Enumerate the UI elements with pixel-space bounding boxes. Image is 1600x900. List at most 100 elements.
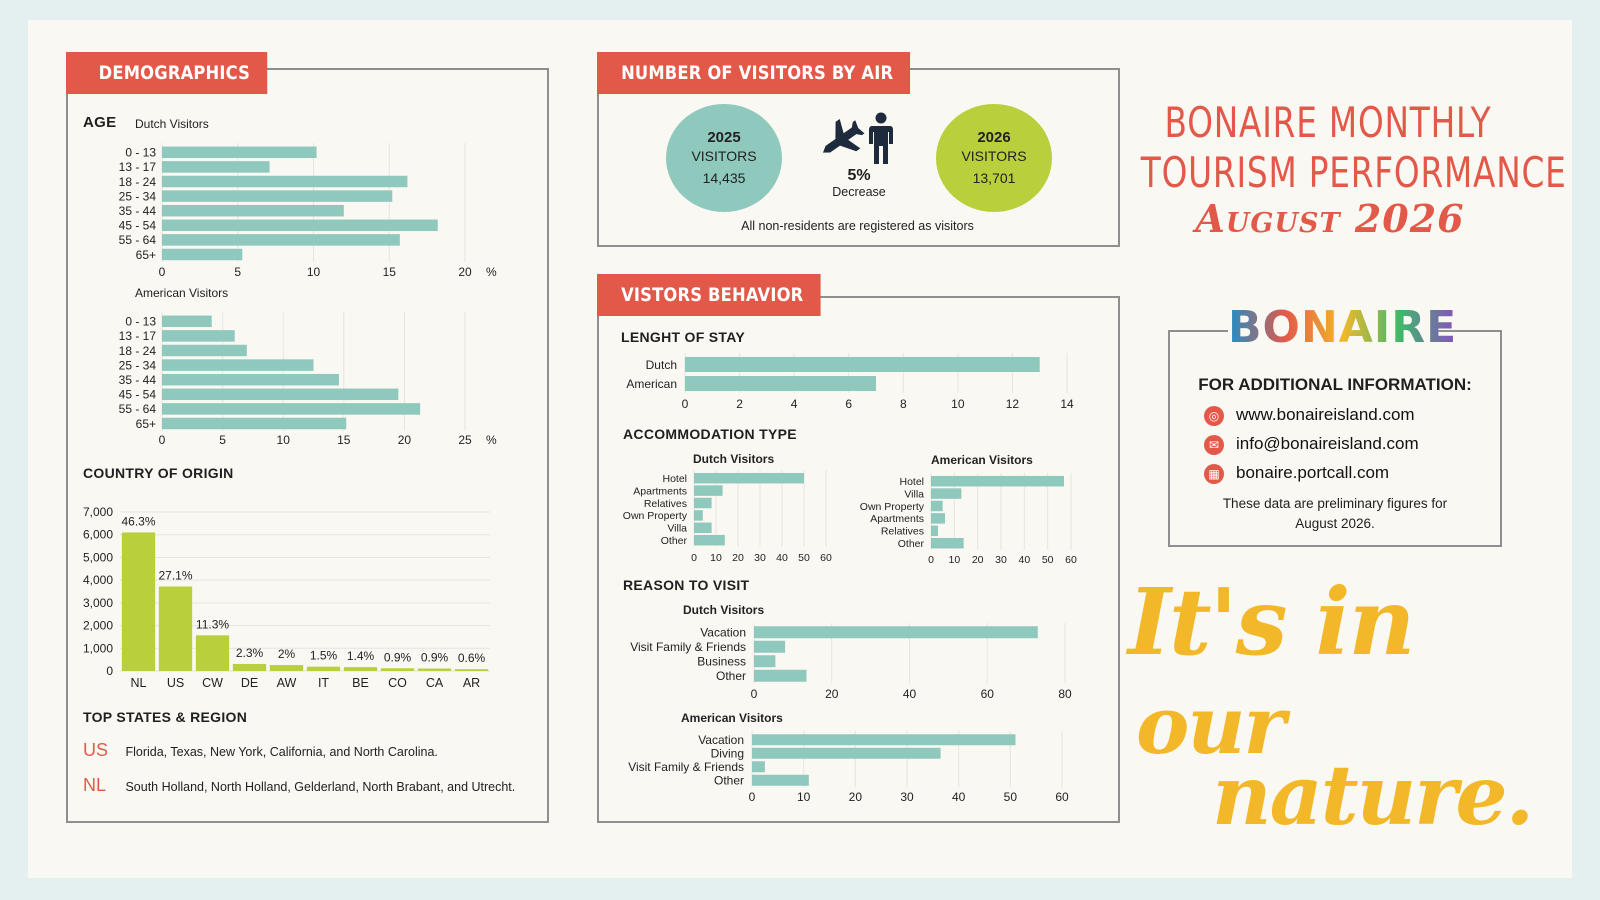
category-label: Vacation [700,626,746,640]
reason-chart-american: 0 10 20 30 40 50 60 American Visitors VacationDi… [628,711,1069,804]
x-tick-label: 10 [277,433,291,447]
bar [162,315,212,328]
y-tick-label: 3,000 [83,596,113,610]
change-label: Decrease [832,185,886,199]
category-label: 35 - 44 [119,373,157,387]
data-label: 1.4% [347,649,375,663]
bar [454,669,489,671]
contact-portal-row[interactable]: ▦ bonaire.portcall.com [1204,463,1390,484]
contact-website-row[interactable]: ◎ www.bonaireisland.com [1204,405,1415,426]
origin-heading: COUNTRY OF ORIGIN [83,465,234,481]
mail-icon: ✉ [1204,435,1224,455]
data-label: 0.9% [421,651,449,665]
bar [162,344,247,357]
data-label: 2.3% [236,646,264,660]
bar [931,488,962,499]
data-label: 0.6% [458,651,486,665]
x-tick-label: 0 [691,552,697,564]
category-label: Business [697,655,746,669]
x-tick-label: 60 [981,687,995,701]
category-label: Hotel [662,473,687,485]
category-label: Own Property [860,501,925,513]
x-tick-label: 60 [1055,790,1069,804]
category-label: 55 - 64 [119,233,157,247]
reason-heading: REASON TO VISIT [623,577,750,593]
x-tick-label: 0 [749,790,756,804]
x-tick-label: 30 [754,552,766,564]
bar [752,747,941,759]
visitors-2026-circle: 2026 VISITORS 13,701 [936,104,1052,212]
x-tick-label: 50 [1004,790,1018,804]
bar [162,388,399,401]
chart-title: Dutch Visitors [135,117,209,131]
contact-email-row[interactable]: ✉ info@bonaireisland.com [1204,434,1419,455]
demographics-tag: DEMOGRAPHICS [66,52,268,94]
category-label: Apartments [633,485,687,497]
category-label: 45 - 54 [119,219,157,233]
brand-logo-text: BONAIRE [1228,302,1458,353]
states-code-us: US [83,740,109,760]
x-tick-label: 30 [995,554,1007,566]
globe-icon: ◎ [1204,406,1224,426]
x-tick-label: 10 [797,790,811,804]
visitors-behavior-tag: VISTORS BEHAVIOR [597,274,821,316]
x-tick-label: 25 [458,433,472,447]
contact-portal[interactable]: bonaire.portcall.com [1236,463,1390,482]
category-label: Other [898,538,925,550]
bar [232,663,267,671]
visitors-2025-year: 2025 [707,129,741,146]
category-label: CA [426,676,444,690]
bar [754,626,1038,639]
bar [931,525,938,537]
x-tick-label: 10 [948,554,960,566]
bar [694,497,712,509]
airplane-icon [822,118,865,153]
category-label: BE [352,676,369,690]
x-tick-label: 12 [1006,397,1020,411]
category-label: 65+ [136,417,156,431]
y-tick-label: 1,000 [83,641,113,655]
bar [754,655,776,668]
bar [931,500,943,512]
visitors-2026-value: 13,701 [972,170,1016,186]
x-tick-label: 0 [159,433,166,447]
bar [162,234,400,246]
visitors-2025-circle: 2025 VISITORS 14,435 [666,104,782,212]
bar [162,359,314,371]
contact-heading: FOR ADDITIONAL INFORMATION: [1198,375,1472,394]
axis-unit-label: % [486,433,497,447]
stay-heading: LENGHT OF STAY [621,329,745,345]
report-title-month: August 2026 [1195,196,1465,241]
category-label: 45 - 54 [119,388,157,402]
origin-chart: 0 1,000 2,000 3,000 4,000 5,000 6,000 7,000 46.3… [83,505,490,690]
chart-title: Dutch Visitors [683,603,764,617]
category-label: AR [463,676,480,690]
bar [162,204,344,217]
category-label: IT [318,676,329,690]
air-note: All non-residents are registered as visi… [741,219,974,233]
bar [306,666,341,671]
x-tick-label: 40 [776,552,788,564]
contact-email[interactable]: info@bonaireisland.com [1236,434,1419,453]
bar [162,161,270,173]
category-label: Vacation [698,733,744,747]
states-row-us: US Florida, Texas, New York, California,… [83,740,533,761]
category-label: 13 - 17 [119,329,157,343]
contact-website[interactable]: www.bonaireisland.com [1236,405,1415,424]
x-tick-label: 20 [458,265,472,279]
bar [269,665,304,671]
bar [694,522,712,534]
chart-title: American Visitors [135,286,228,300]
slogan-line3: nature. [1212,748,1534,844]
bar [158,586,193,671]
bar [931,513,945,524]
category-label: CW [202,676,223,690]
x-tick-label: 50 [798,552,810,564]
x-tick-label: 40 [1018,554,1030,566]
x-tick-label: 40 [952,790,966,804]
category-label: Other [661,535,688,547]
chart-title: Dutch Visitors [693,452,774,466]
category-label: 25 - 34 [119,358,157,372]
bar [343,667,378,671]
